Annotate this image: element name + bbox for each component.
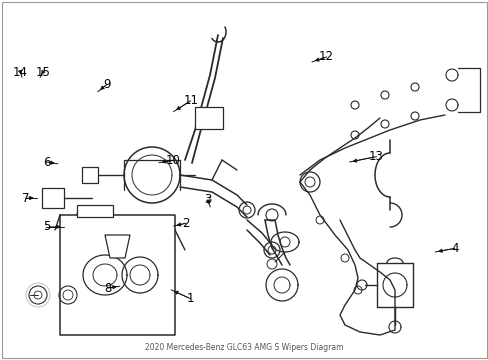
Text: 12: 12 [319, 50, 333, 63]
Bar [82, 167, 98, 183]
Polygon shape [105, 235, 130, 258]
Text: 5: 5 [42, 220, 50, 233]
Text: 8: 8 [103, 282, 111, 294]
Bar [42, 188, 64, 208]
Text: 9: 9 [102, 78, 110, 91]
Text: 10: 10 [166, 154, 181, 167]
Text: 4: 4 [450, 242, 458, 255]
Text: 2020 Mercedes-Benz GLC63 AMG S Wipers Diagram: 2020 Mercedes-Benz GLC63 AMG S Wipers Di… [144, 343, 343, 352]
Text: 1: 1 [186, 292, 194, 305]
Text: 7: 7 [21, 192, 29, 204]
Text: 15: 15 [36, 66, 50, 78]
Text: 14: 14 [13, 66, 28, 78]
Text: 3: 3 [203, 193, 211, 206]
Text: 11: 11 [183, 94, 198, 107]
Bar [77, 205, 113, 217]
Bar [195, 107, 223, 129]
Text: 13: 13 [368, 150, 383, 163]
Text: 2: 2 [182, 217, 189, 230]
Text: 6: 6 [42, 156, 50, 168]
